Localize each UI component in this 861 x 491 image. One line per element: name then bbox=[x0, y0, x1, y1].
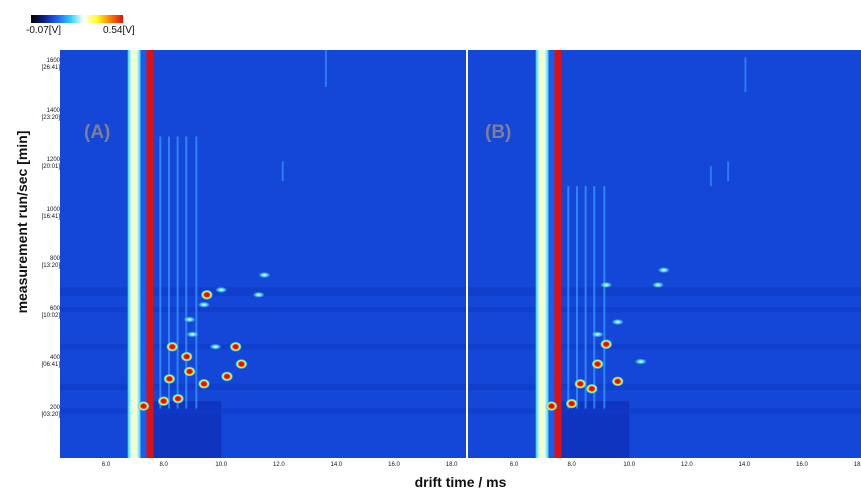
intense-peak bbox=[166, 341, 179, 352]
spot-6 bbox=[209, 343, 222, 350]
intense-peak bbox=[545, 401, 558, 412]
intense-peak bbox=[137, 401, 150, 412]
band-2 bbox=[468, 344, 861, 350]
x-tick-label: 12.0 bbox=[272, 462, 285, 468]
intense-peak bbox=[229, 341, 242, 352]
rip-gap bbox=[140, 50, 147, 458]
faint-streak-1 bbox=[281, 161, 284, 182]
spot-5 bbox=[183, 316, 196, 323]
y-tick-label: 1400 [23:20] bbox=[41, 107, 60, 121]
colorbar-max-label: 0.54[V] bbox=[103, 25, 135, 36]
x-tick-label: 16.0 bbox=[388, 462, 400, 468]
intense-peak bbox=[565, 398, 578, 409]
x-tick-label: 6.0 bbox=[509, 462, 519, 468]
intense-peak bbox=[574, 378, 587, 389]
intense-peak bbox=[200, 289, 213, 300]
colorbar-min-label: -0.07[V] bbox=[26, 25, 62, 36]
x-tick-label: 10.0 bbox=[215, 462, 228, 468]
streak-0 bbox=[567, 186, 570, 409]
rip-band bbox=[535, 50, 549, 458]
streak-1 bbox=[575, 186, 578, 409]
streak-4 bbox=[603, 186, 606, 409]
intense-peak bbox=[600, 339, 613, 350]
spot-1 bbox=[611, 319, 624, 325]
streak-3 bbox=[185, 136, 188, 409]
band-0 bbox=[468, 287, 861, 297]
y-tick-label: 600 [10:02] bbox=[41, 305, 60, 319]
x-tick-label: 18.0 bbox=[853, 462, 861, 468]
colorbar bbox=[31, 15, 123, 23]
spot-1 bbox=[197, 301, 210, 308]
spot-5 bbox=[600, 281, 613, 288]
band-1 bbox=[468, 307, 861, 313]
spot-2 bbox=[215, 286, 228, 293]
x-tick-label: 8.0 bbox=[567, 462, 576, 468]
band-3 bbox=[468, 383, 861, 390]
intense-peak bbox=[221, 371, 234, 382]
spot-2 bbox=[634, 358, 647, 365]
faint-streak-0 bbox=[324, 50, 327, 88]
y-tick-label: 1200 [20:01] bbox=[41, 157, 60, 171]
rip-red-column bbox=[146, 50, 154, 458]
x-tick-label: 14.0 bbox=[738, 462, 751, 468]
band-1 bbox=[60, 307, 466, 313]
y-tick-label: 400 [06:41] bbox=[41, 355, 60, 369]
spot-0 bbox=[591, 331, 604, 338]
rip-gap bbox=[548, 50, 555, 458]
x-tick-label: 8.0 bbox=[159, 462, 168, 468]
intense-peak bbox=[172, 393, 185, 404]
x-tick-label: 10.0 bbox=[623, 462, 636, 468]
y-tick-label: 200 [03:20] bbox=[41, 404, 60, 418]
spot-4 bbox=[258, 272, 271, 279]
streak-2 bbox=[584, 186, 587, 409]
streak-3 bbox=[593, 186, 596, 409]
y-axis-title: measurement run/sec [min] bbox=[14, 130, 30, 314]
intense-peak bbox=[235, 359, 248, 370]
streak-2 bbox=[176, 136, 179, 409]
faint-streak-2 bbox=[727, 161, 730, 182]
streak-1 bbox=[167, 136, 170, 409]
y-tick-label: 1600 [26:41] bbox=[41, 58, 60, 72]
heatmap-panel-b bbox=[468, 50, 861, 458]
streak-0 bbox=[159, 136, 162, 409]
intense-peak bbox=[591, 359, 604, 370]
intense-peak bbox=[585, 383, 598, 394]
faint-streak-1 bbox=[709, 166, 712, 186]
panel-label-b: (B) bbox=[485, 122, 512, 143]
intense-peak bbox=[180, 351, 193, 362]
intense-peak bbox=[157, 396, 170, 407]
panel-separator bbox=[466, 50, 468, 458]
intense-peak bbox=[611, 376, 624, 387]
spot-0 bbox=[186, 331, 199, 338]
x-tick-label: 18.0 bbox=[445, 462, 458, 468]
band-4 bbox=[60, 408, 466, 414]
y-tick-label: 1000 [16:41] bbox=[41, 206, 60, 220]
x-tick-label: 12.0 bbox=[680, 462, 693, 468]
x-axis-title: drift time / ms bbox=[414, 474, 507, 490]
panel-label-a: (A) bbox=[84, 122, 111, 143]
spot-4 bbox=[657, 267, 670, 274]
heatmap-background bbox=[468, 50, 861, 458]
band-2 bbox=[60, 344, 466, 350]
heatmap-panel-a bbox=[60, 50, 466, 458]
intense-peak bbox=[183, 366, 196, 377]
intense-peak bbox=[197, 378, 210, 389]
spot-3 bbox=[652, 281, 665, 288]
intense-peak bbox=[163, 373, 176, 384]
rip-red-column bbox=[554, 50, 562, 458]
x-tick-label: 6.0 bbox=[101, 462, 111, 468]
band-0 bbox=[60, 287, 466, 297]
rip-band bbox=[127, 50, 141, 458]
spot-3 bbox=[252, 291, 265, 298]
x-tick-label: 14.0 bbox=[330, 462, 343, 468]
streak-4 bbox=[195, 136, 198, 409]
y-tick-label: 800 [13:20] bbox=[41, 256, 60, 270]
faint-streak-0 bbox=[744, 57, 747, 93]
band-4 bbox=[468, 408, 861, 414]
heatmap-background bbox=[60, 50, 466, 458]
x-tick-label: 16.0 bbox=[796, 462, 808, 468]
band-3 bbox=[60, 383, 466, 390]
